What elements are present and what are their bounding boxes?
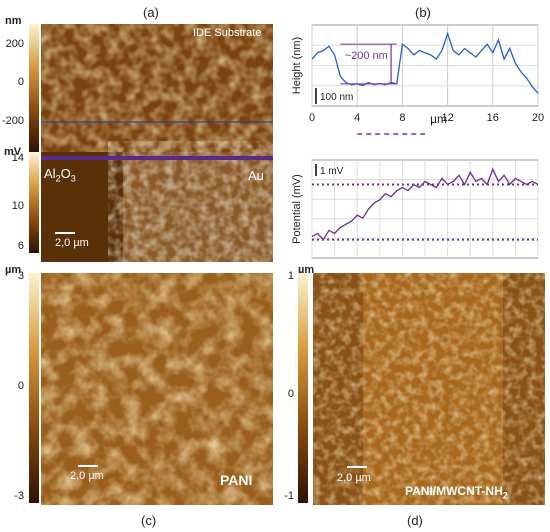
pani-label: PANI: [220, 472, 253, 488]
topo-tick-neg200: -200: [1, 115, 24, 127]
scalebar-c: [78, 465, 98, 467]
pani-mwcnt-texture: [313, 273, 545, 505]
panel-label-c: (c): [141, 513, 157, 528]
c-unit: µm: [5, 264, 22, 276]
potential-ylabel: Potential (mV): [291, 174, 303, 244]
al2o3-label: Al2O3: [44, 166, 76, 184]
topo-unit: nm: [5, 15, 22, 27]
height-xtick-label: 0: [309, 112, 315, 124]
d-tick-1: 1: [287, 270, 294, 282]
panel-d-image: [313, 273, 545, 505]
height-xtick-label: 12: [441, 112, 453, 124]
scalebar-c-label: 2,0 µm: [70, 470, 104, 482]
au-label: Au: [248, 168, 264, 183]
height-xlabel: µm: [430, 112, 447, 126]
scalebar-d: [347, 466, 367, 468]
height-annotation: ~200 nm: [345, 50, 388, 62]
panel-a-image: [41, 24, 273, 262]
c-tick-neg3: -3: [14, 490, 24, 502]
kpfm-unit: mV: [4, 146, 22, 158]
d-tick-neg1: -1: [284, 490, 294, 502]
d-tick-0: 0: [287, 388, 294, 400]
topo-title: IDE Substrate: [193, 27, 262, 39]
kpfm-colorbar: [29, 153, 39, 253]
topo-tick-0: 0: [17, 76, 24, 88]
height-ylabel: Height (nm): [291, 37, 303, 94]
d-colorbar: [298, 273, 308, 503]
c-tick-3: 3: [17, 270, 24, 282]
height-scalebar-label: 100 nm: [320, 92, 353, 103]
pani-mwcnt-label: PANI/MWCNT-NH2: [405, 484, 508, 501]
au-region-texture: [123, 152, 273, 262]
c-colorbar: [29, 273, 39, 503]
panel-label-a: (a): [143, 5, 159, 20]
kpfm-tick-6: 6: [17, 240, 24, 252]
scalebar-d-label: 2,0 µm: [337, 472, 371, 484]
height-chart: 0 4 8 12 16 20 Height (nm) µm ~200 nm 100 nm: [291, 24, 544, 135]
topography-texture: [41, 24, 273, 152]
panel-label-d: (d): [407, 513, 423, 528]
panel-label-b: (b): [415, 5, 431, 20]
c-tick-0: 0: [17, 380, 24, 392]
kpfm-tick-14: 14: [11, 152, 24, 164]
panel-b-charts: 0 4 8 12 16 20 Height (nm) µm ~200 nm 100 nm Pote…: [291, 24, 544, 259]
potential-chart: Potential (mV) 1 mV: [291, 159, 539, 259]
scalebar-a: [55, 232, 75, 234]
height-xtick-label: 16: [487, 112, 499, 124]
height-xtick-label: 20: [532, 112, 544, 124]
kpfm-tick-10: 10: [11, 200, 24, 212]
scalebar-a-label: 2,0 µm: [55, 237, 89, 249]
topo-tick-200: 200: [5, 38, 24, 50]
al2o3-region: [41, 152, 123, 262]
potential-scalebar-label: 1 mV: [320, 166, 344, 177]
potential-series-line: [311, 167, 539, 241]
height-xtick-label: 8: [399, 112, 405, 124]
height-xtick-label: 4: [354, 112, 360, 124]
topo-colorbar: [29, 24, 39, 152]
